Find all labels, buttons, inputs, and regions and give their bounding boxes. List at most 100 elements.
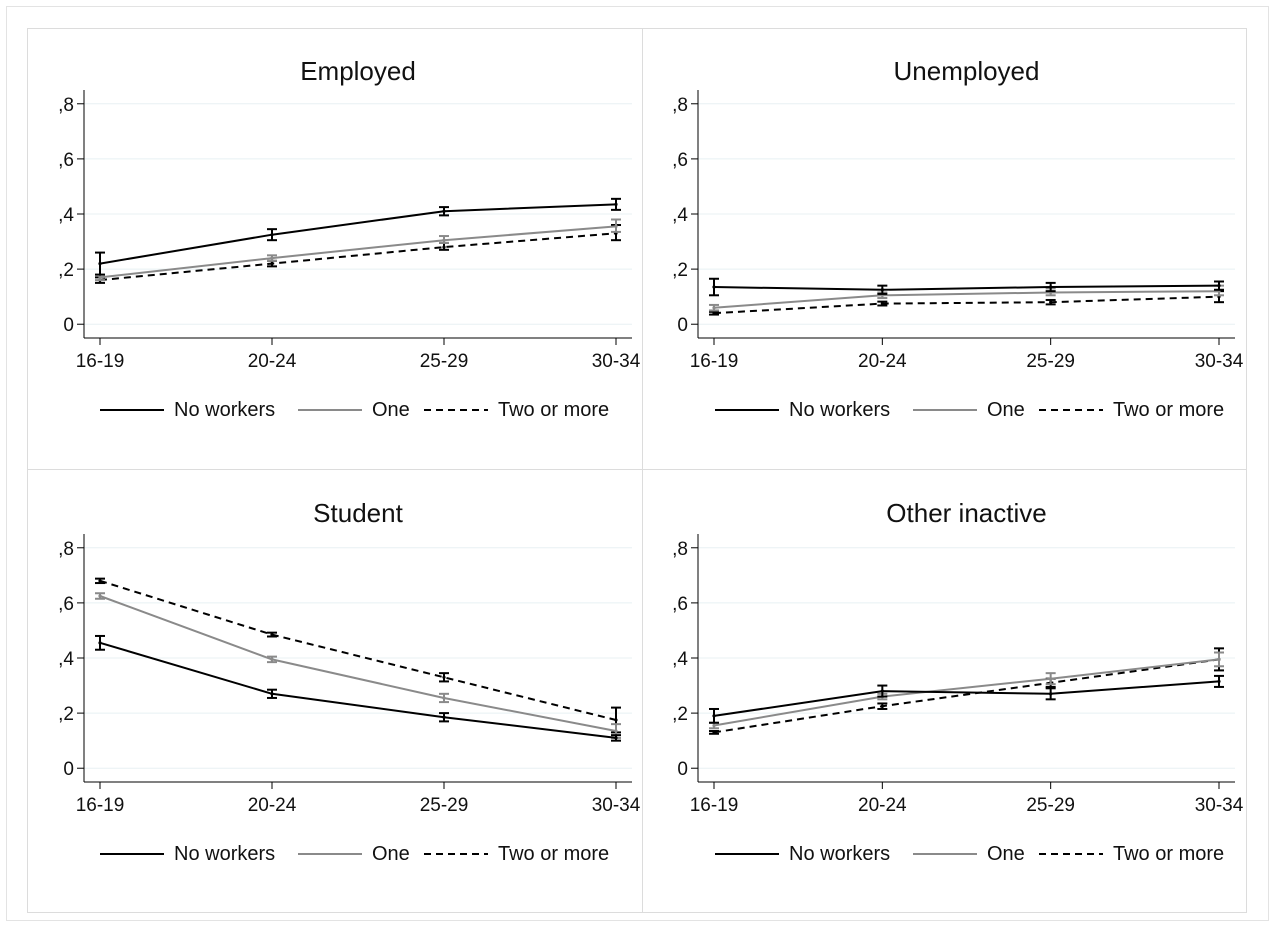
- series-line-two-or-more: [713, 295, 1220, 315]
- y-tick-label: ,6: [58, 594, 74, 615]
- data-point-one: [442, 696, 446, 700]
- data-point-two-or-more: [442, 675, 446, 679]
- legend-label-no-workers: No workers: [789, 843, 890, 865]
- series-line-two-or-more: [713, 658, 1220, 734]
- data-point-no-workers: [712, 285, 716, 289]
- x-tick-label: 16-19: [690, 351, 739, 372]
- x-tick-label: 25-29: [420, 351, 469, 372]
- legend: No workers One Two or more: [100, 843, 609, 865]
- data-point-two-or-more: [712, 311, 716, 315]
- panel-title: Employed: [300, 56, 416, 86]
- x-tick-label: 30-34: [1195, 795, 1244, 816]
- legend: No workers One Two or more: [715, 399, 1224, 421]
- y-tick-label: ,6: [672, 594, 688, 615]
- data-point-two-or-more: [880, 704, 884, 708]
- series-line-no-workers: [713, 284, 1220, 291]
- legend-label-no-workers: No workers: [789, 399, 890, 421]
- data-point-two-or-more: [98, 579, 102, 583]
- y-tick-label: ,2: [58, 704, 74, 725]
- y-tick-label: ,8: [672, 539, 688, 560]
- data-point-no-workers: [1217, 284, 1221, 288]
- data-point-two-or-more: [1049, 300, 1053, 304]
- legend: No workers One Two or more: [100, 399, 609, 421]
- series-line-one: [713, 290, 1220, 309]
- panel-student: Student 0 ,2 ,4 ,6 ,8 16-19 20-24 25-29 30-34 No w…: [27, 469, 643, 913]
- legend-label-one: One: [987, 399, 1025, 421]
- y-tick-label: ,8: [672, 95, 688, 116]
- data-point-one: [712, 723, 716, 728]
- x-tick-label: 20-24: [248, 351, 297, 372]
- legend-label-two-or-more: Two or more: [1113, 843, 1224, 865]
- legend-label-one: One: [987, 843, 1025, 865]
- data-point-no-workers: [614, 202, 618, 206]
- legend-label-one: One: [372, 843, 410, 865]
- data-point-one: [98, 275, 102, 279]
- series-line-two-or-more: [99, 579, 617, 721]
- data-point-no-workers: [880, 288, 884, 292]
- series-line-one: [99, 225, 617, 279]
- data-point-two-or-more: [442, 245, 446, 249]
- legend-label-two-or-more: Two or more: [1113, 399, 1224, 421]
- data-point-no-workers: [1049, 692, 1053, 696]
- y-tick-label: ,8: [58, 95, 74, 116]
- panel-title: Other inactive: [886, 498, 1046, 528]
- series-line-one: [713, 658, 1220, 727]
- series-line-no-workers: [99, 203, 617, 265]
- data-point-no-workers: [1049, 285, 1053, 289]
- data-point-one: [614, 224, 618, 228]
- data-point-no-workers: [1217, 679, 1221, 684]
- panel-frame: [642, 469, 1247, 913]
- x-tick-label: 25-29: [420, 795, 469, 816]
- data-point-one: [712, 306, 716, 310]
- y-tick-label: ,4: [58, 649, 74, 670]
- data-point-one: [442, 238, 446, 242]
- x-tick-label: 20-24: [248, 795, 297, 816]
- data-point-one: [270, 657, 274, 661]
- panel-employed: Employed 0 ,2 ,4 ,6 ,8 16-19 20-24 25-29 30-34 No …: [27, 28, 643, 470]
- x-tick-label: 20-24: [858, 351, 907, 372]
- y-tick-label: 0: [63, 315, 74, 336]
- x-tick-label: 20-24: [858, 795, 907, 816]
- data-point-one: [614, 729, 618, 733]
- data-point-one: [1217, 657, 1221, 661]
- data-point-one: [98, 594, 102, 598]
- data-point-no-workers: [270, 233, 274, 237]
- data-point-two-or-more: [614, 718, 618, 722]
- y-tick-label: ,4: [672, 205, 688, 226]
- data-point-no-workers: [880, 689, 884, 693]
- series-line-no-workers: [99, 641, 617, 739]
- y-tick-label: ,4: [58, 205, 74, 226]
- data-point-two-or-more: [880, 301, 884, 306]
- x-tick-label: 16-19: [76, 795, 125, 816]
- x-tick-label: 16-19: [76, 351, 125, 372]
- figure-outer-border: [6, 6, 1269, 921]
- x-tick-label: 30-34: [592, 795, 641, 816]
- x-tick-label: 16-19: [690, 795, 739, 816]
- y-tick-label: 0: [63, 759, 74, 780]
- data-point-no-workers: [270, 692, 274, 696]
- data-point-no-workers: [98, 262, 102, 266]
- y-tick-label: 0: [677, 759, 688, 780]
- series-line-two-or-more: [99, 232, 617, 282]
- y-tick-label: ,4: [672, 649, 688, 670]
- data-point-two-or-more: [270, 632, 274, 637]
- panel-title: Student: [313, 498, 403, 528]
- legend-label-no-workers: No workers: [174, 399, 275, 421]
- series-line-no-workers: [713, 680, 1220, 717]
- x-tick-label: 25-29: [1026, 351, 1075, 372]
- data-point-one: [270, 256, 274, 260]
- data-point-one: [1049, 677, 1053, 681]
- y-tick-label: ,6: [672, 150, 688, 171]
- y-tick-label: ,6: [58, 150, 74, 171]
- legend-label-two-or-more: Two or more: [498, 399, 609, 421]
- panel-title: Unemployed: [894, 56, 1040, 86]
- legend: No workers One Two or more: [715, 843, 1224, 865]
- y-tick-label: ,2: [58, 260, 74, 281]
- x-tick-label: 30-34: [592, 351, 641, 372]
- legend-label-no-workers: No workers: [174, 843, 275, 865]
- x-tick-label: 30-34: [1195, 351, 1244, 372]
- data-point-no-workers: [98, 641, 102, 645]
- y-tick-label: ,2: [672, 704, 688, 725]
- legend-label-one: One: [372, 399, 410, 421]
